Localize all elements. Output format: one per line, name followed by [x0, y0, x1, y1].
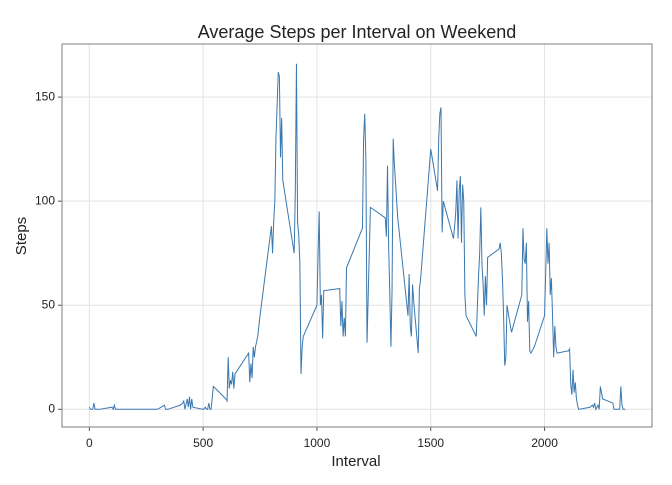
x-tick-label: 1500 — [417, 436, 444, 450]
x-tick-label: 500 — [193, 436, 213, 450]
chart-title: Average Steps per Interval on Weekend — [198, 22, 517, 42]
y-axis-label: Steps — [13, 217, 30, 255]
x-tick-label: 1000 — [304, 436, 331, 450]
x-tick-label: 2000 — [531, 436, 558, 450]
plot-border — [61, 43, 653, 428]
data-line — [88, 63, 626, 411]
y-tick-label: 150 — [35, 89, 55, 103]
y-tick-label: 50 — [42, 297, 56, 311]
y-tick-label: 100 — [35, 193, 55, 207]
y-tick-label: 0 — [48, 401, 55, 415]
x-axis-label: Interval — [331, 453, 380, 470]
x-tick-label: 0 — [86, 436, 93, 450]
